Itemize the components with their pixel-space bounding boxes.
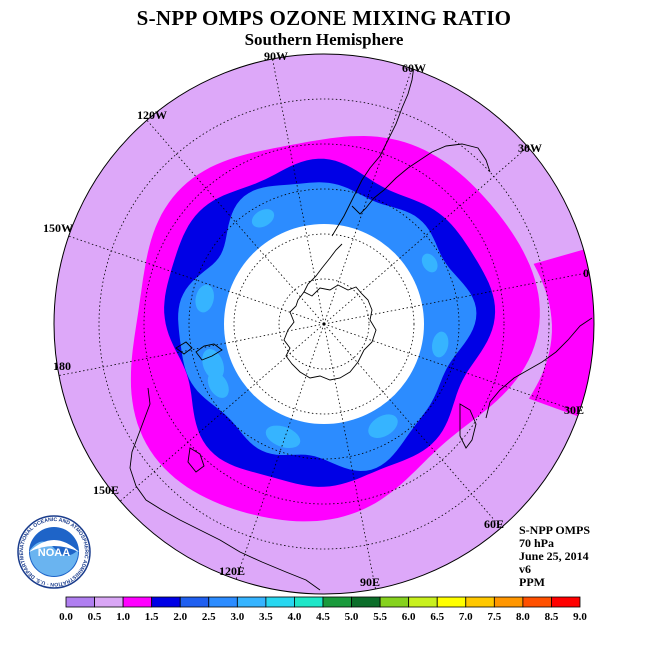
info-block: S-NPP OMPS 70 hPa June 25, 2014 v6 PPM — [519, 524, 590, 589]
meridian-line — [323, 68, 413, 325]
antarctica-coastline — [283, 284, 377, 381]
parallel-circle — [278, 278, 370, 370]
longitude-label: 90W — [264, 49, 288, 63]
info-version: v6 — [519, 562, 531, 576]
light-blue-spot — [421, 253, 438, 273]
longitude-label: 120E — [219, 564, 245, 578]
longitude-label: 30E — [564, 403, 584, 417]
info-instrument: S-NPP OMPS — [519, 523, 590, 537]
graticule — [58, 58, 590, 590]
longitude-label: 30W — [518, 141, 542, 155]
meridian-line — [146, 119, 325, 325]
longitude-label: 180 — [53, 359, 71, 373]
africa-coastline — [459, 317, 593, 449]
light-blue-spot — [265, 425, 301, 449]
light-blue-spot — [202, 348, 224, 380]
south-pole-marker — [322, 322, 326, 326]
longitude-labels: 90W 60W 30W 0 30E 60E 90E 120E 150E 180 150W 120W — [43, 49, 589, 589]
map-boundary — [53, 53, 595, 595]
light-blue-spot — [195, 284, 214, 313]
map-disk — [54, 54, 594, 594]
map-title: S-NPP OMPS OZONE MIXING RATIO — [136, 6, 512, 30]
parallel-circle — [233, 233, 415, 415]
parallel-circle — [188, 188, 460, 460]
light-blue-spot — [432, 331, 449, 358]
noaa-logo: NOAA NATIONAL OCEANIC AND ATMOSPHERIC AD… — [16, 514, 91, 589]
meridian-line — [323, 323, 376, 590]
meridian-line — [323, 323, 580, 413]
longitude-label: 150W — [43, 221, 73, 235]
longitude-label: 0 — [583, 266, 589, 280]
longitude-label: 120W — [137, 108, 167, 122]
longitude-label: 60W — [402, 61, 426, 75]
info-units: PPM — [519, 575, 545, 589]
parallel-circle — [143, 143, 505, 505]
light-blue-spot — [368, 414, 398, 438]
magenta-east-patch — [528, 249, 594, 417]
meridian-line — [323, 272, 590, 325]
light-blue-spot — [207, 372, 229, 398]
longitude-label: 60E — [484, 517, 504, 531]
light-blue-spot — [251, 209, 275, 228]
light-blue-spots — [195, 209, 449, 449]
info-date: June 25, 2014 — [519, 549, 589, 563]
map-subtitle: Southern Hemisphere — [244, 30, 404, 49]
parallel-circle — [98, 98, 550, 550]
meridian-line — [235, 323, 325, 580]
south-america-coastline — [331, 65, 491, 237]
noaa-logo-text: NOAA — [38, 547, 70, 559]
longitude-label: 150E — [93, 483, 119, 497]
antarctic-peninsula-coastline — [303, 243, 343, 293]
new-zealand-coastline — [175, 341, 223, 361]
longitude-label: 90E — [360, 575, 380, 589]
australia-coastline — [129, 387, 321, 591]
info-level: 70 hPa — [519, 536, 555, 550]
